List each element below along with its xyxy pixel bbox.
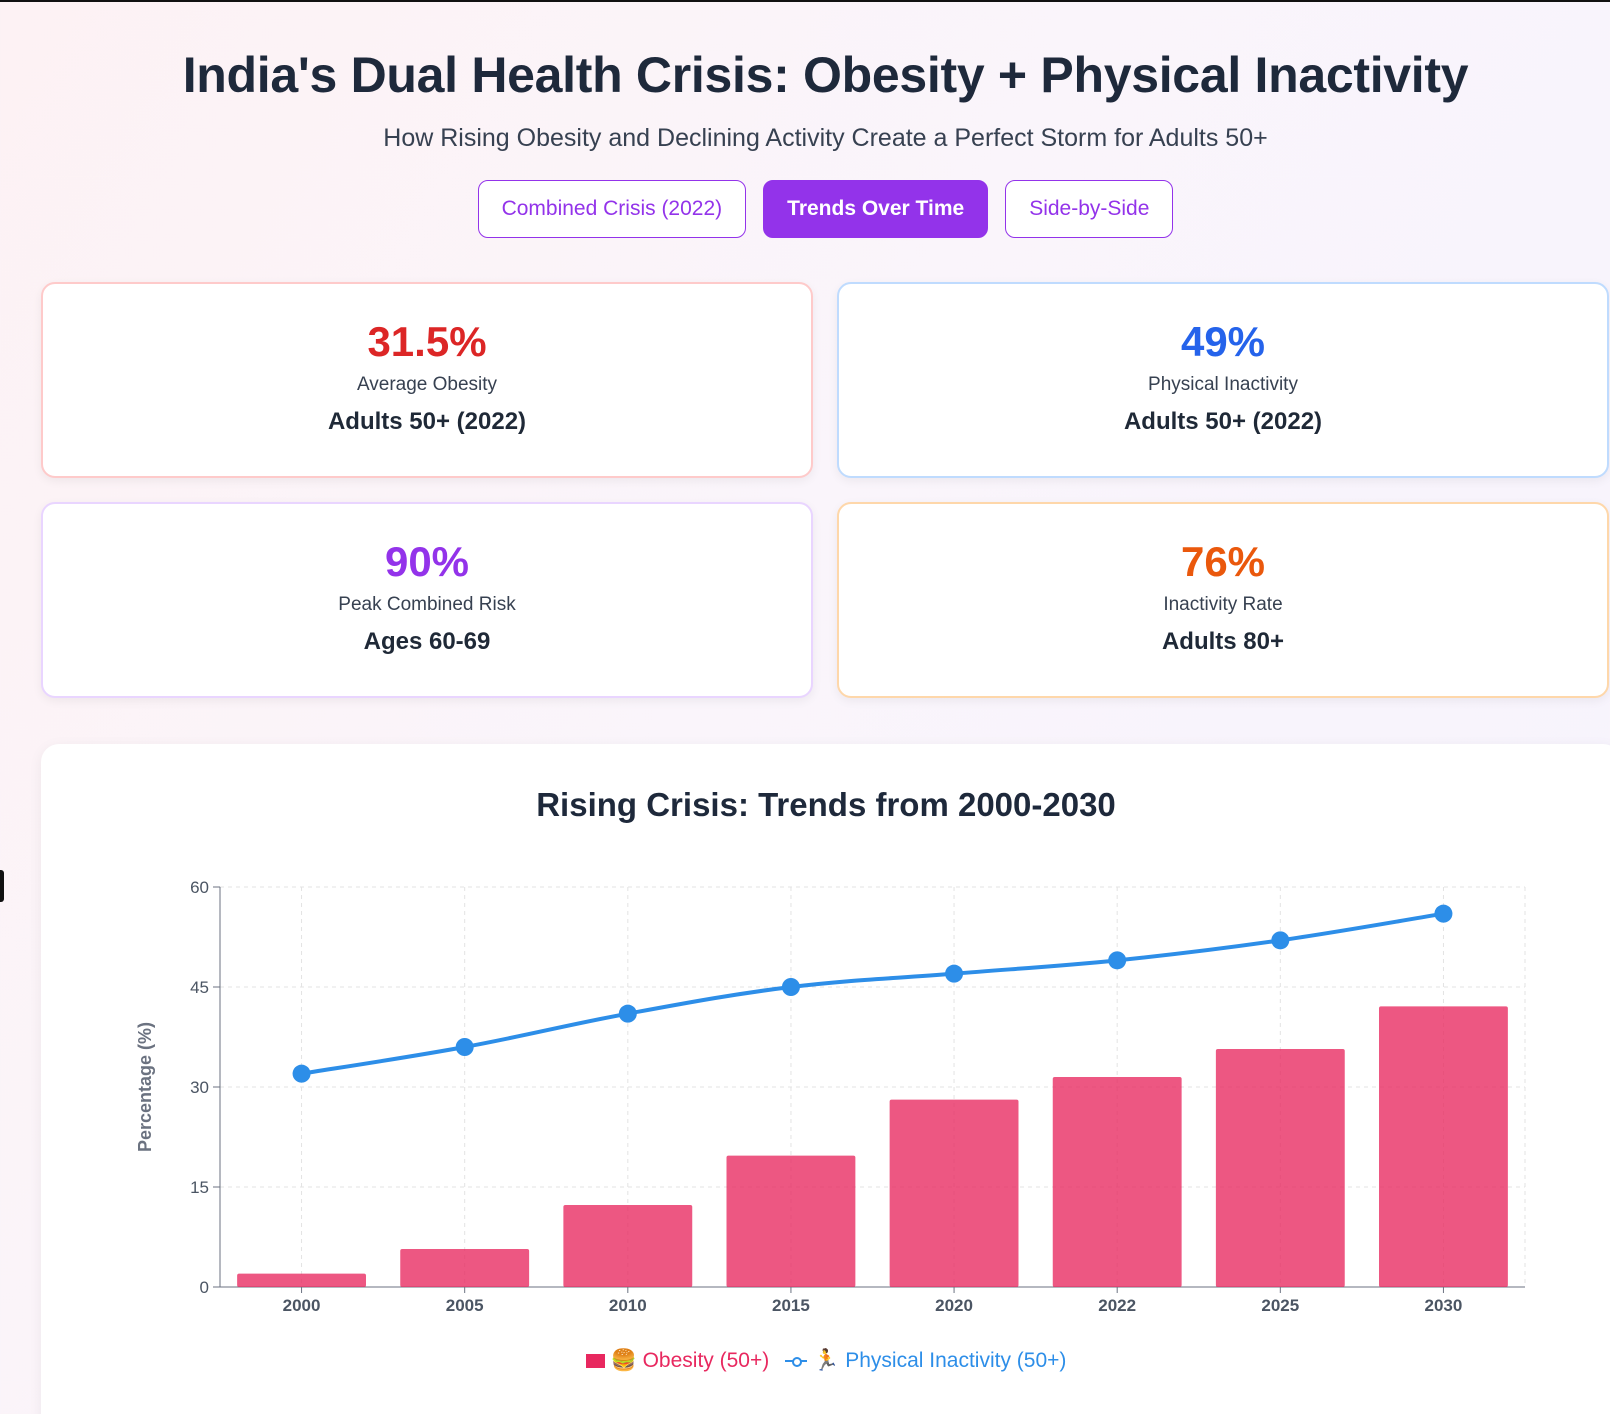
legend-label-physical-inactivity: 🏃 Physical Inactivity (50+) <box>813 1349 1067 1372</box>
stat-label: Physical Inactivity <box>1148 374 1298 395</box>
stat-value: 49% <box>1180 318 1266 365</box>
y-tick-label: 60 <box>190 878 209 897</box>
trends-chart: 0 15 30 45 60 Percentage (%) 2000 2005 2010 2015 2… <box>135 878 1526 1315</box>
stat-value: 76% <box>1180 538 1266 585</box>
point-physical-inactivity-2020 <box>945 964 964 983</box>
line-marker-icon <box>785 1354 808 1368</box>
stat-label: Inactivity Rate <box>1163 594 1283 615</box>
y-tick-label: 0 <box>200 1278 209 1297</box>
stat-subtext: Adults 50+ (2022) <box>1123 408 1323 435</box>
stat-card-physical-inactivity: 49% Physical Inactivity Adults 50+ (2022… <box>837 282 1609 478</box>
y-axis-label: Percentage (%) <box>135 1022 155 1152</box>
stat-label: Peak Combined Risk <box>338 594 516 615</box>
bar-obesity-2030 <box>1379 1006 1508 1287</box>
x-tick-label: 2022 <box>1098 1296 1136 1315</box>
tab-side-by-side[interactable]: Side-by-Side <box>1005 180 1174 238</box>
legend-item-physical-inactivity[interactable]: 🏃 Physical Inactivity (50+) <box>785 1349 1066 1373</box>
bar-obesity-2022 <box>1052 1077 1182 1287</box>
stat-subtext: Adults 50+ (2022) <box>327 408 527 435</box>
stat-value: 31.5% <box>367 318 487 365</box>
x-tick-label: 2015 <box>772 1296 810 1315</box>
window-top-border <box>0 0 1610 2</box>
tab-trends-over-time[interactable]: Trends Over Time <box>763 180 989 238</box>
y-tick-label: 30 <box>190 1078 209 1097</box>
stat-label: Average Obesity <box>356 374 498 395</box>
bar-obesity-2025 <box>1215 1049 1345 1287</box>
x-tick-label: 2010 <box>609 1296 647 1315</box>
chart-title: Rising Crisis: Trends from 2000-2030 <box>536 786 1116 823</box>
point-physical-inactivity-2005 <box>455 1038 474 1056</box>
point-physical-inactivity-2015 <box>781 978 800 996</box>
chart-legend: 🍔 Obesity (50+) 🏃 Physical Inactivity (5… <box>41 1349 1610 1373</box>
page-title: India's Dual Health Crisis: Obesity + Ph… <box>182 47 1469 103</box>
point-physical-inactivity-2022 <box>1108 951 1127 970</box>
edge-marker <box>0 870 4 902</box>
bar-obesity-2020 <box>889 1099 1019 1287</box>
page-subtitle: How Rising Obesity and Declining Activit… <box>383 124 1268 152</box>
y-tick-label: 45 <box>190 978 209 997</box>
x-tick-label: 2020 <box>935 1296 973 1315</box>
bar-obesity-2005 <box>400 1249 530 1287</box>
x-tick-label: 2005 <box>446 1296 484 1315</box>
bar-swatch-icon <box>585 1354 605 1368</box>
point-physical-inactivity-2010 <box>618 1004 637 1023</box>
y-tick-label: 15 <box>190 1178 209 1197</box>
legend-item-obesity[interactable]: 🍔 Obesity (50+) <box>585 1349 770 1373</box>
bar-obesity-2000 <box>237 1273 366 1287</box>
bar-obesity-2015 <box>726 1155 856 1287</box>
stat-subtext: Adults 80+ <box>1161 628 1285 655</box>
stat-card-average-obesity: 31.5% Average Obesity Adults 50+ (2022) <box>41 282 813 478</box>
stat-subtext: Ages 60-69 <box>363 628 491 655</box>
bar-obesity-2010 <box>563 1205 693 1287</box>
point-physical-inactivity-2025 <box>1271 931 1290 950</box>
line-physical-inactivity <box>301 911 1444 1076</box>
x-tick-label: 2000 <box>283 1296 321 1315</box>
point-physical-inactivity-2000 <box>292 1064 311 1083</box>
x-tick-label: 2025 <box>1261 1296 1299 1315</box>
x-tick-label: 2030 <box>1425 1296 1463 1315</box>
legend-label-obesity: 🍔 Obesity (50+) <box>610 1349 770 1372</box>
view-tabs: Combined Crisis (2022) Trends Over Time … <box>0 180 1610 238</box>
stat-value: 90% <box>384 538 470 585</box>
stat-card-inactivity-rate: 76% Inactivity Rate Adults 80+ <box>837 502 1609 698</box>
stat-card-peak-combined-risk: 90% Peak Combined Risk Ages 60-69 <box>41 502 813 698</box>
point-physical-inactivity-2030 <box>1434 904 1453 923</box>
tab-combined-crisis[interactable]: Combined Crisis (2022) <box>477 180 747 238</box>
trends-chart-card: Rising Crisis: Trends from 2000-2030 0 15… <box>41 744 1610 1414</box>
